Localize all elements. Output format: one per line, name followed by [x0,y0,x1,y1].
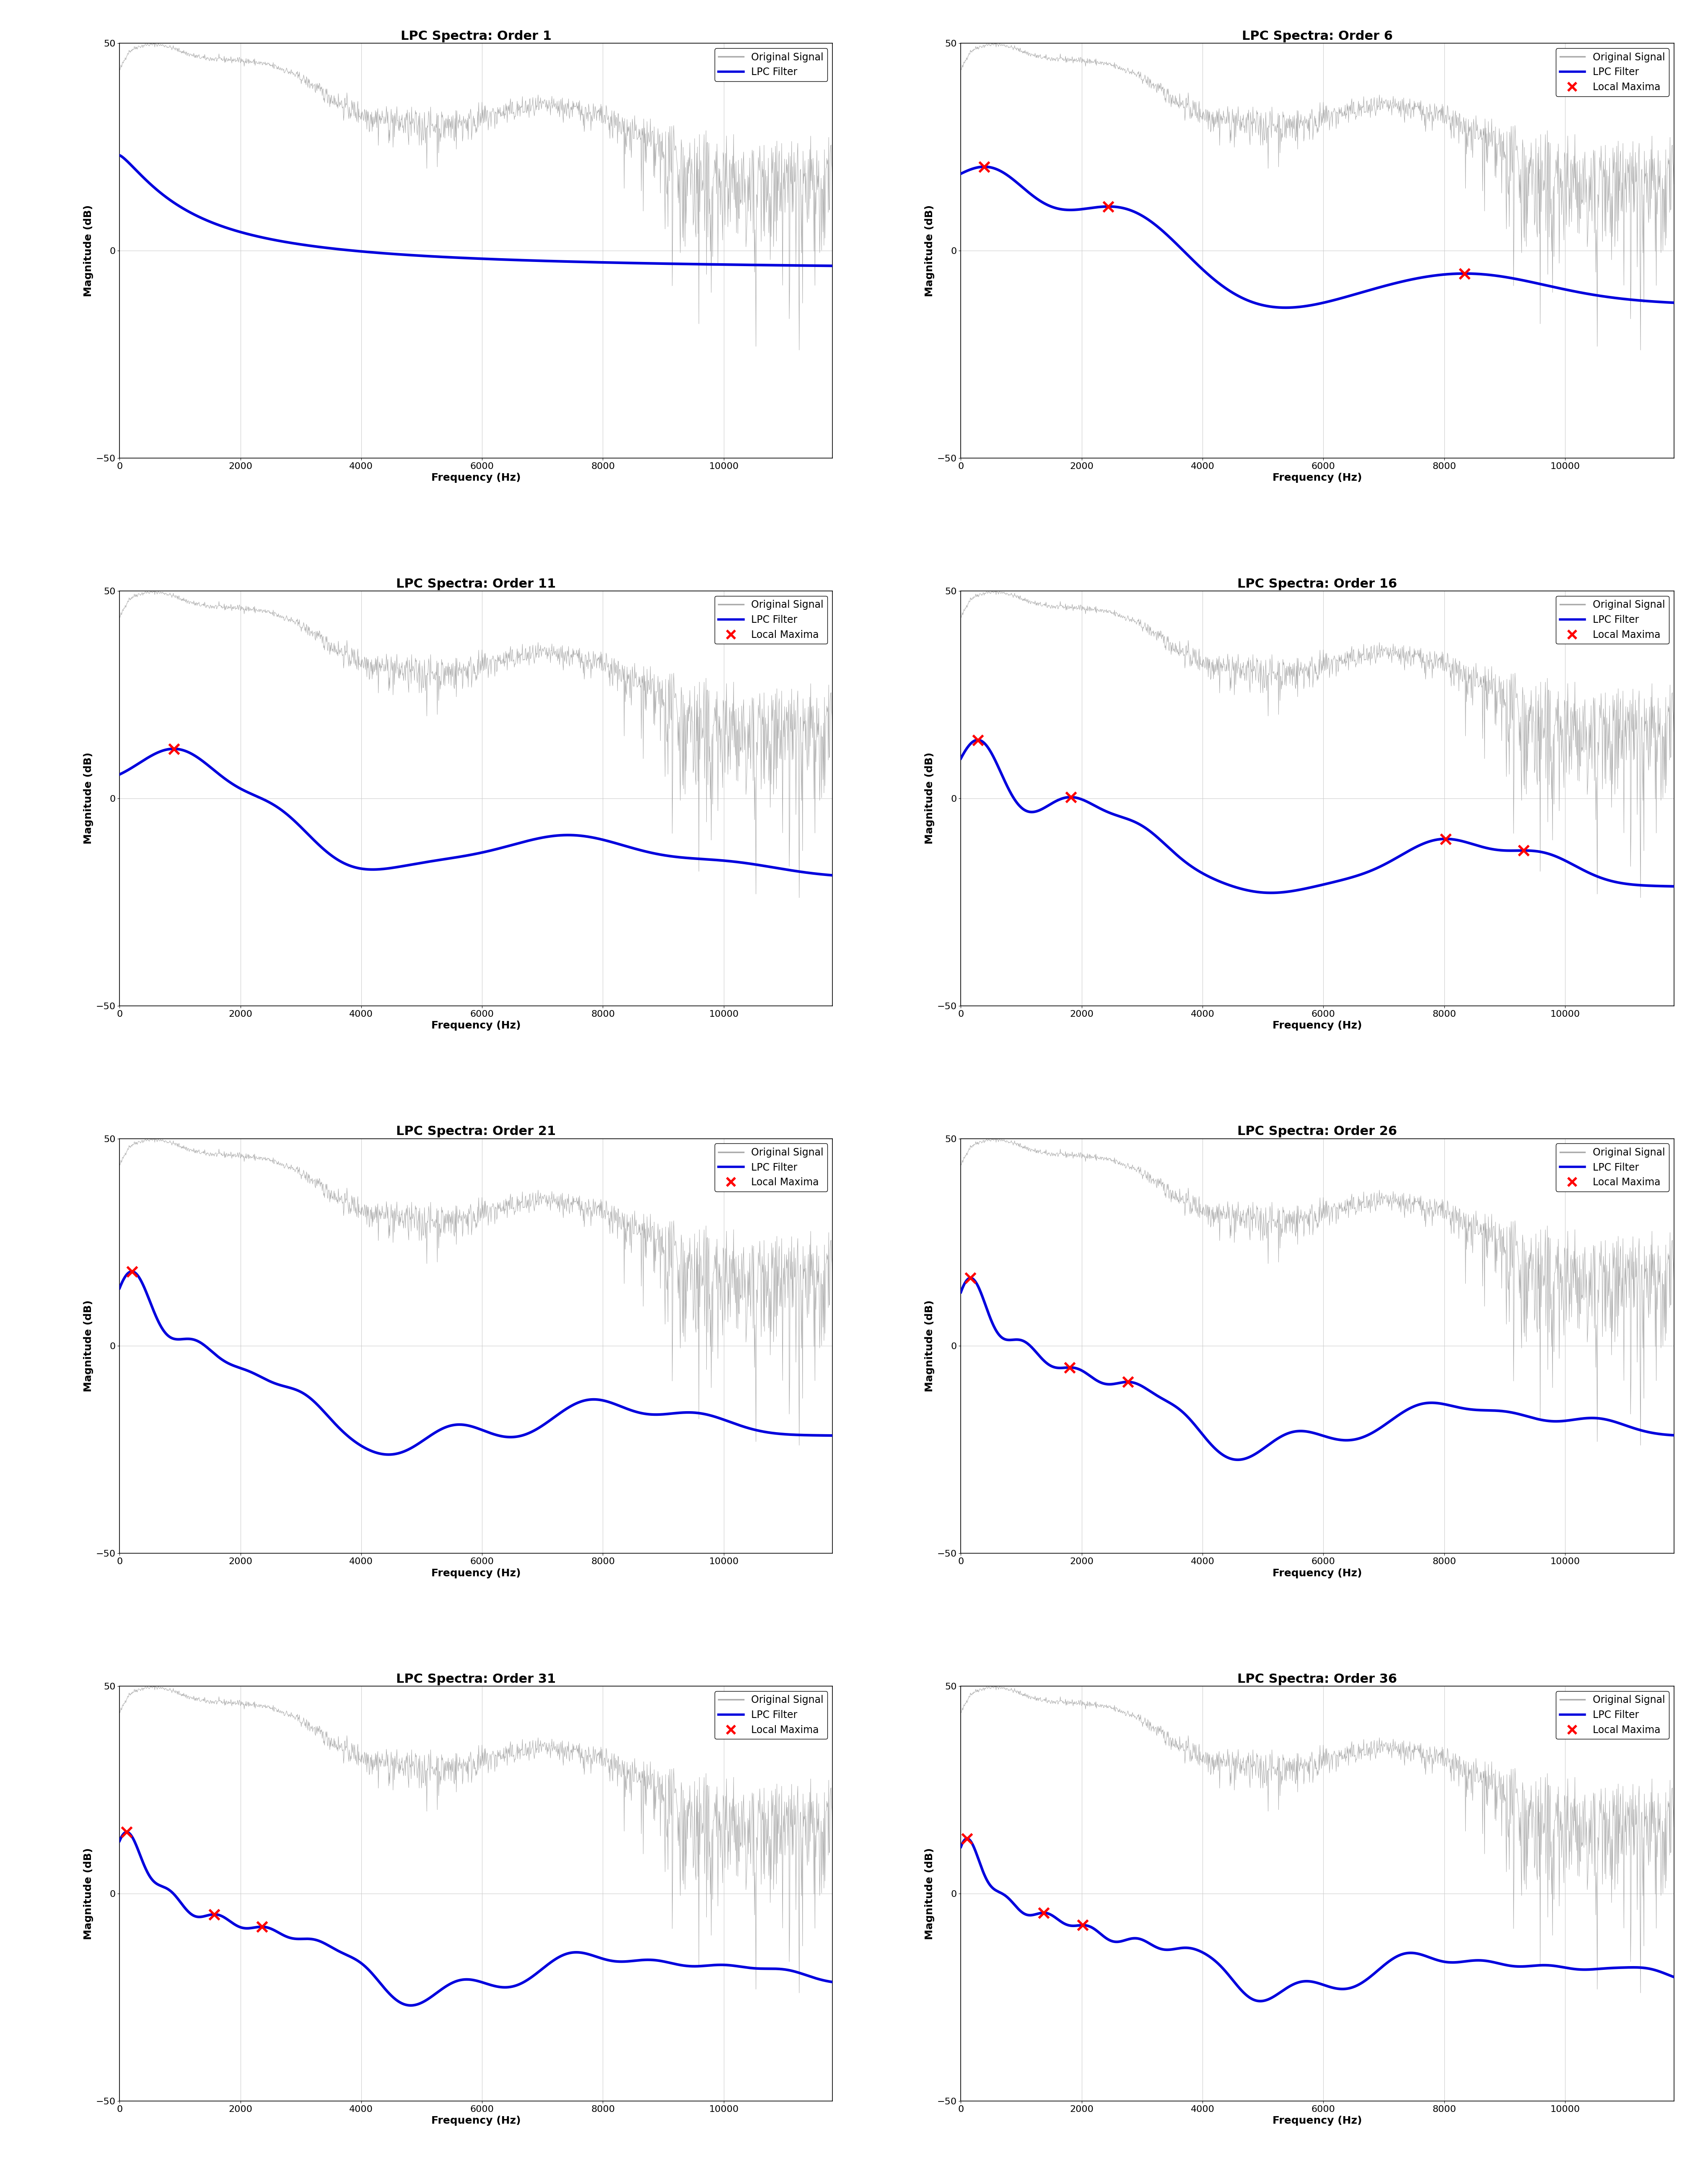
Point [1114,1365,1141,1399]
Point [200,1897,227,1932]
Point [953,1822,980,1856]
Point [956,1261,984,1295]
Point [1069,1908,1097,1943]
Title: LPC Spectra: Order 11: LPC Spectra: Order 11 [396,578,555,589]
X-axis label: Frequency (Hz): Frequency (Hz) [1272,1568,1361,1579]
Point [161,732,188,767]
Legend: Original Signal, LPC Filter, Local Maxima: Original Signal, LPC Filter, Local Maxim… [714,1692,828,1739]
Point [1056,1349,1083,1384]
Y-axis label: Magnitude (dB): Magnitude (dB) [924,752,934,845]
Title: LPC Spectra: Order 16: LPC Spectra: Order 16 [1238,578,1397,589]
Point [1450,256,1477,290]
Point [1095,188,1122,223]
X-axis label: Frequency (Hz): Frequency (Hz) [1272,2116,1361,2125]
Title: LPC Spectra: Order 6: LPC Spectra: Order 6 [1242,30,1392,43]
Title: LPC Spectra: Order 36: LPC Spectra: Order 36 [1238,1672,1397,1685]
X-axis label: Frequency (Hz): Frequency (Hz) [1272,472,1361,483]
Legend: Original Signal, LPC Filter, Local Maxima: Original Signal, LPC Filter, Local Maxim… [1556,1144,1669,1191]
Y-axis label: Magnitude (dB): Magnitude (dB) [84,1848,94,1939]
Title: LPC Spectra: Order 1: LPC Spectra: Order 1 [401,30,552,43]
Title: LPC Spectra: Order 31: LPC Spectra: Order 31 [396,1672,555,1685]
Legend: Original Signal, LPC Filter: Original Signal, LPC Filter [714,48,828,82]
Y-axis label: Magnitude (dB): Magnitude (dB) [924,1848,934,1939]
Point [248,1910,275,1945]
Legend: Original Signal, LPC Filter, Local Maxima: Original Signal, LPC Filter, Local Maxim… [1556,1692,1669,1739]
Y-axis label: Magnitude (dB): Magnitude (dB) [924,206,934,297]
Point [1510,834,1537,869]
Y-axis label: Magnitude (dB): Magnitude (dB) [84,752,94,845]
Y-axis label: Magnitude (dB): Magnitude (dB) [924,1300,934,1393]
X-axis label: Frequency (Hz): Frequency (Hz) [432,1020,521,1031]
Title: LPC Spectra: Order 21: LPC Spectra: Order 21 [396,1126,555,1137]
Point [1431,821,1459,856]
Y-axis label: Magnitude (dB): Magnitude (dB) [84,1300,94,1393]
X-axis label: Frequency (Hz): Frequency (Hz) [432,472,521,483]
Legend: Original Signal, LPC Filter, Local Maxima: Original Signal, LPC Filter, Local Maxim… [714,596,828,643]
X-axis label: Frequency (Hz): Frequency (Hz) [432,1568,521,1579]
Point [965,723,992,758]
Point [1030,1895,1057,1930]
Legend: Original Signal, LPC Filter, Local Maxima: Original Signal, LPC Filter, Local Maxim… [1556,48,1669,95]
Legend: Original Signal, LPC Filter, Local Maxima: Original Signal, LPC Filter, Local Maxim… [1556,596,1669,643]
Point [970,149,997,184]
Y-axis label: Magnitude (dB): Magnitude (dB) [84,206,94,297]
Point [1057,780,1085,814]
Point [113,1815,140,1850]
X-axis label: Frequency (Hz): Frequency (Hz) [1272,1020,1361,1031]
X-axis label: Frequency (Hz): Frequency (Hz) [432,2116,521,2125]
Legend: Original Signal, LPC Filter, Local Maxima: Original Signal, LPC Filter, Local Maxim… [714,1144,828,1191]
Point [118,1254,145,1289]
Title: LPC Spectra: Order 26: LPC Spectra: Order 26 [1238,1126,1397,1137]
